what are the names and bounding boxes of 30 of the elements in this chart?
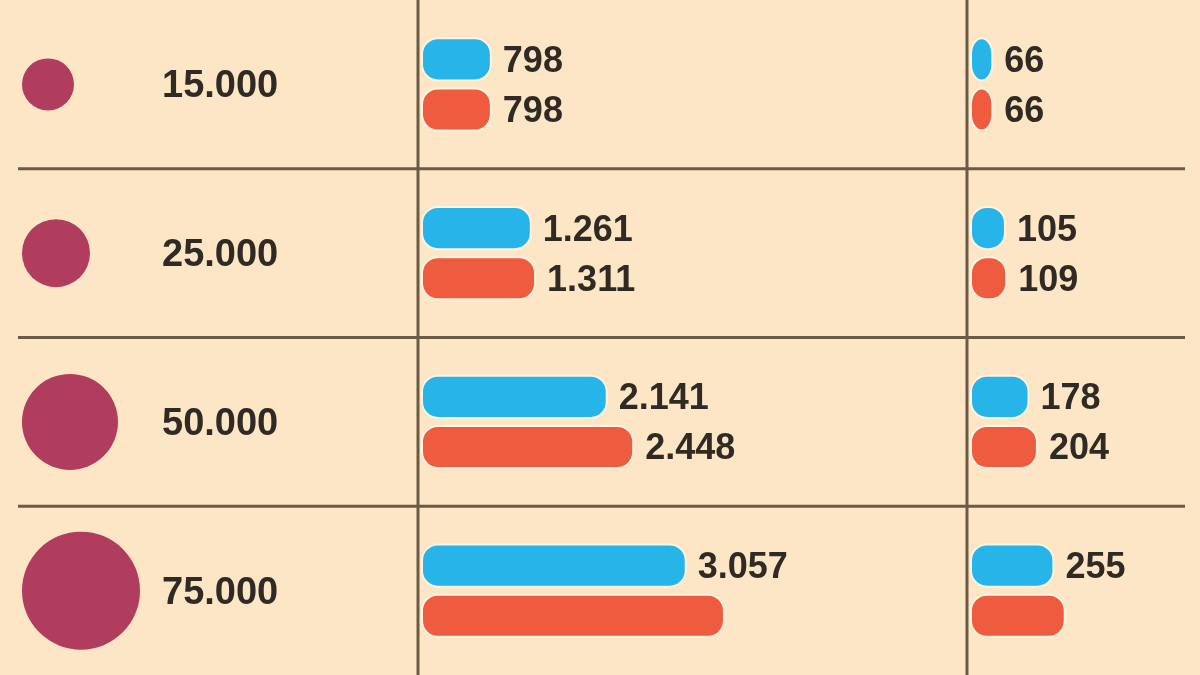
data-label: 2.141 — [618, 376, 709, 418]
bar — [421, 593, 725, 638]
y-tick-label: 75.000 — [162, 569, 279, 612]
bar — [421, 374, 608, 419]
data-label: 1.311 — [547, 257, 636, 299]
bar — [970, 424, 1038, 470]
bar — [421, 205, 532, 251]
y-tick-label: 15.000 — [162, 63, 279, 106]
y-tick-label: 25.000 — [162, 232, 279, 275]
data-label: 798 — [502, 88, 563, 130]
data-label: 2.448 — [645, 426, 736, 468]
bar — [421, 37, 492, 82]
bar — [970, 374, 1030, 419]
bar — [421, 87, 492, 132]
data-label: 255 — [1065, 545, 1126, 587]
bar — [421, 543, 687, 588]
data-label: 3.057 — [697, 545, 788, 587]
data-label: 798 — [502, 38, 563, 80]
data-label: 66 — [1004, 88, 1045, 130]
y-tick-label: 50.000 — [162, 400, 279, 443]
data-label: 178 — [1040, 376, 1101, 418]
data-label: 204 — [1048, 426, 1110, 468]
data-label: 1.261 — [542, 207, 633, 249]
data-label: 105 — [1016, 207, 1078, 249]
bar — [970, 593, 1066, 638]
data-label: 109 — [1018, 257, 1079, 299]
bar — [421, 424, 635, 470]
bar — [970, 543, 1055, 588]
data-label: 66 — [1004, 38, 1045, 80]
bar — [421, 256, 537, 301]
